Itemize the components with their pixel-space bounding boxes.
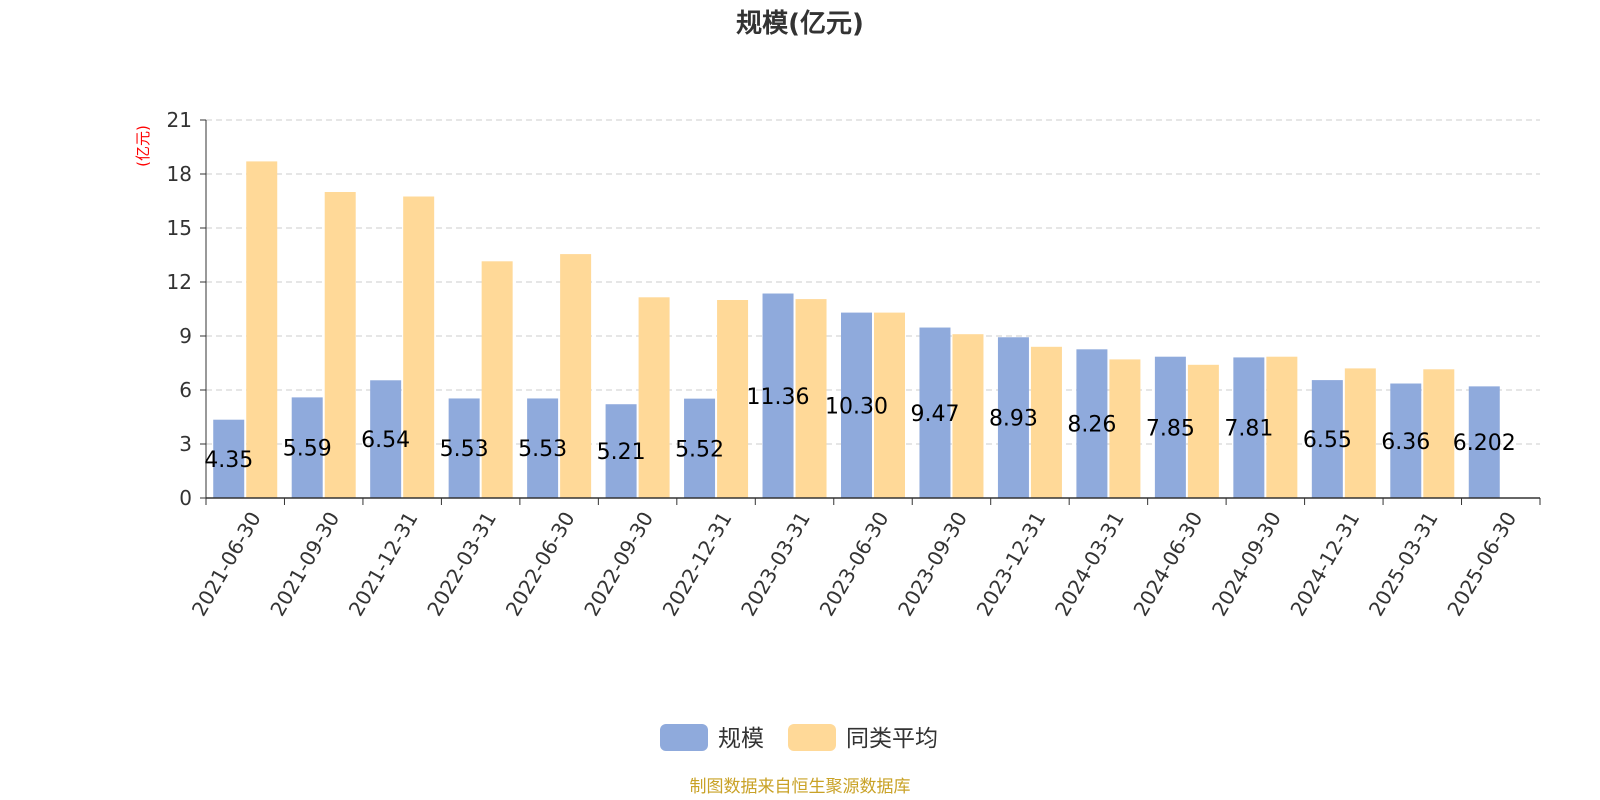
chart-title: 规模(亿元)	[736, 9, 864, 39]
data-label: 8.93	[989, 407, 1038, 432]
x-tick-label: 2023-06-30	[815, 508, 894, 621]
bar-peer-average	[638, 297, 670, 498]
bar-peer-average	[1344, 368, 1376, 498]
x-tick-label: 2022-06-30	[501, 508, 580, 621]
legend-swatch	[660, 724, 708, 751]
y-axis: 0 3 6 9 12 15 18 21	[167, 108, 207, 510]
x-tick-label: 2022-09-30	[579, 508, 658, 621]
legend-label: 规模	[718, 726, 764, 752]
data-label: 7.81	[1224, 417, 1273, 442]
bar-peer-average	[1030, 346, 1062, 498]
bar-scale	[841, 312, 872, 498]
x-tick-label: 2024-03-31	[1050, 508, 1129, 621]
x-tick-label: 2024-06-30	[1128, 508, 1207, 621]
bar-peer-average	[1423, 369, 1455, 498]
data-label: 6.55	[1303, 428, 1352, 453]
y-tick-label: 18	[167, 162, 192, 186]
y-tick-label: 3	[179, 432, 192, 456]
bar-scale	[370, 380, 402, 498]
bar-peer-average	[560, 254, 592, 498]
x-tick-label: 2021-12-31	[344, 508, 423, 621]
data-label: 5.52	[675, 437, 724, 462]
bar-peer-average	[795, 299, 827, 498]
x-tick-label: 2022-12-31	[658, 508, 737, 621]
y-tick-label: 6	[179, 378, 192, 402]
bar-scale	[762, 293, 794, 498]
bars	[213, 161, 1500, 498]
bar-peer-average	[246, 161, 278, 498]
data-label: 8.26	[1067, 413, 1116, 438]
data-label: 5.21	[597, 440, 646, 465]
y-tick-label: 21	[167, 108, 192, 132]
bar-scale	[605, 404, 637, 498]
data-label: 9.47	[910, 402, 959, 427]
x-tick-label: 2021-09-30	[265, 508, 344, 621]
bar-peer-average	[403, 196, 435, 498]
source-note: 制图数据来自恒生聚源数据库	[690, 777, 911, 797]
bar-scale	[1311, 380, 1343, 498]
y-tick-label: 9	[179, 324, 192, 348]
bar-scale	[527, 398, 559, 498]
legend-item-scale[interactable]: 规模	[660, 724, 764, 752]
data-label: 6.54	[361, 428, 410, 453]
data-label: 7.85	[1146, 416, 1195, 441]
x-tick-label: 2023-09-30	[893, 508, 972, 621]
bar-scale	[919, 327, 951, 498]
bar-scale	[213, 419, 245, 498]
bar-peer-average	[1109, 359, 1141, 498]
x-tick-label: 2023-03-31	[736, 508, 815, 621]
legend[interactable]: 规模 同类平均	[660, 724, 938, 752]
bar-peer-average	[717, 300, 749, 498]
bar-scale	[291, 397, 323, 498]
bar-peer-average	[952, 334, 984, 498]
data-label: 6.36	[1381, 430, 1430, 455]
bar-peer-average	[874, 312, 905, 498]
legend-swatch	[788, 724, 836, 751]
x-tick-label: 2023-12-31	[971, 508, 1050, 621]
bar-peer-average	[1187, 364, 1219, 498]
x-tick-label: 2025-03-31	[1364, 508, 1443, 621]
x-tick-label: 2024-12-31	[1285, 508, 1364, 621]
data-label: 5.53	[518, 437, 567, 462]
x-axis: 2021-06-30 2021-09-30 2021-12-31 2022-03-31…	[187, 497, 1541, 621]
bar-scale	[684, 398, 716, 498]
bar-scale	[1233, 357, 1265, 498]
bar-peer-average	[481, 261, 513, 498]
data-label: 4.35	[204, 448, 253, 473]
legend-label: 同类平均	[846, 726, 938, 752]
bar-scale	[1154, 356, 1186, 498]
bar-scale	[997, 337, 1029, 498]
y-tick-label: 12	[167, 270, 192, 294]
data-label: 10.30	[825, 394, 888, 419]
y-tick-label: 0	[179, 486, 192, 510]
bar-scale	[1468, 386, 1500, 498]
legend-item-peer-average[interactable]: 同类平均	[788, 724, 938, 752]
data-label: 5.53	[440, 437, 489, 462]
bar-peer-average	[1266, 356, 1298, 498]
bar-scale	[1390, 383, 1422, 498]
bar-scale	[1076, 349, 1108, 498]
data-label: 5.59	[283, 437, 332, 462]
bar-peer-average	[324, 192, 356, 498]
y-tick-label: 15	[167, 216, 192, 240]
x-tick-label: 2024-09-30	[1207, 508, 1286, 621]
data-label: 6.202	[1453, 431, 1516, 456]
x-tick-label: 2021-06-30	[187, 508, 266, 621]
data-labels: 4.35 5.59 6.54 5.53 5.53 5.21 5.52 11.36 10.30 9.…	[204, 385, 1516, 473]
y-axis-unit-label: (亿元)	[134, 125, 152, 167]
data-label: 11.36	[747, 385, 810, 410]
x-tick-label: 2022-03-31	[422, 508, 501, 621]
bar-scale	[448, 398, 480, 498]
x-tick-label: 2025-06-30	[1442, 508, 1521, 621]
